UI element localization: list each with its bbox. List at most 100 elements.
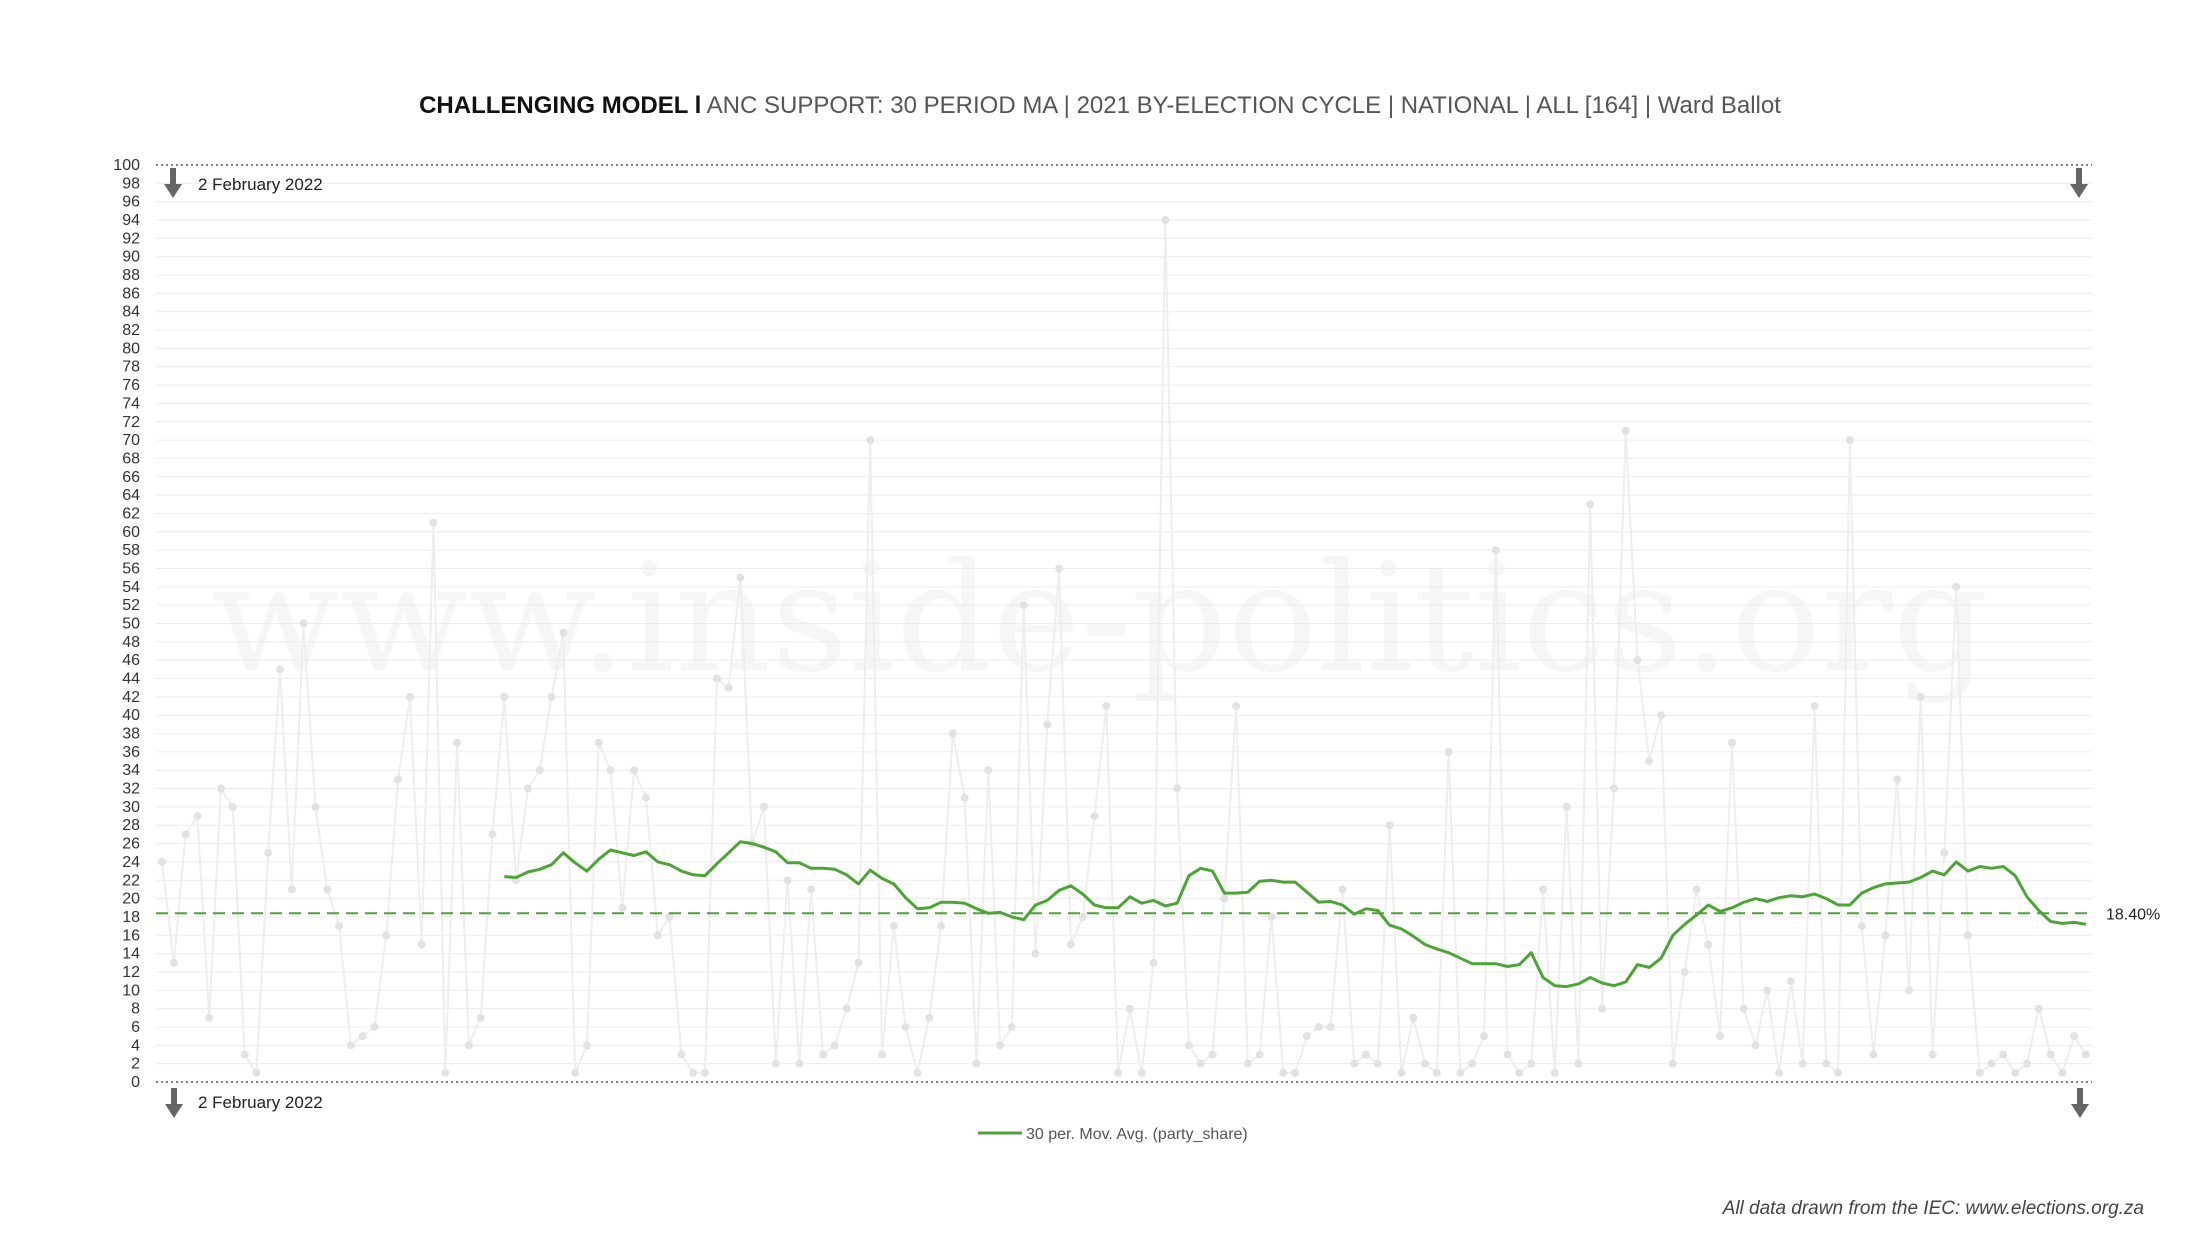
raw-data-point [1444,747,1453,756]
raw-data-point [1727,738,1736,747]
y-tick-label: 72 [122,414,140,431]
raw-data-point [1692,885,1701,894]
raw-data-point [217,784,226,793]
raw-data-point [535,766,544,775]
date-marker-label-bottom: 2 February 2022 [198,1093,323,1112]
y-tick-label: 58 [122,542,140,559]
raw-data-point [370,1022,379,1031]
raw-data-point [1834,1068,1843,1077]
raw-data-point [653,931,662,940]
raw-data-point [1149,958,1158,967]
raw-data-point [1668,1059,1677,1068]
raw-data-point [1999,1050,2008,1059]
raw-data-point [1232,702,1241,711]
date-marker-label-top: 2 February 2022 [198,175,323,194]
down-arrow-icon [2071,1088,2089,1118]
raw-data-point [169,958,178,967]
raw-data-point [1680,967,1689,976]
y-tick-label: 14 [122,946,140,963]
y-tick-label: 18 [122,909,140,926]
raw-data-point [972,1059,981,1068]
raw-data-point [299,619,308,628]
raw-data-point [807,885,816,894]
raw-data-point [500,692,509,701]
reference-line-label: 18.40% [2106,906,2160,923]
raw-data-point [2058,1068,2067,1077]
raw-data-point [1562,802,1571,811]
raw-data-point [1881,931,1890,940]
raw-data-point [1539,885,1548,894]
raw-data-point [2082,1050,2090,1059]
raw-data-point [1220,894,1229,903]
raw-data-point [2034,1004,2043,1013]
raw-data-point [630,766,639,775]
raw-series [158,216,2090,1077]
raw-data-point [1645,757,1654,766]
raw-data-point [948,729,957,738]
raw-data-point [700,1068,709,1077]
raw-data-point [405,692,414,701]
raw-data-point [795,1059,804,1068]
raw-data-point [488,830,497,839]
y-tick-label: 52 [122,597,140,614]
raw-data-point [1798,1059,1807,1068]
raw-data-point [1574,1059,1583,1068]
raw-data-point [1491,546,1500,555]
raw-data-point [1208,1050,1217,1059]
raw-data-point [1279,1068,1288,1077]
raw-data-point [1621,426,1630,435]
y-tick-label: 36 [122,744,140,761]
raw-data-point [1550,1068,1559,1077]
raw-data-point [854,958,863,967]
raw-data-point [1196,1059,1205,1068]
y-tick-label: 24 [122,854,140,871]
raw-data-point [582,1041,591,1050]
raw-data-point [677,1050,686,1059]
raw-data-point [193,812,202,821]
raw-data-point [323,885,332,894]
raw-data-point [1763,986,1772,995]
raw-data-point [2046,1050,2055,1059]
raw-data-point [1739,1004,1748,1013]
raw-data-point [1916,692,1925,701]
raw-data-point [1609,784,1618,793]
y-tick-label: 54 [122,579,140,596]
y-tick-label: 32 [122,781,140,798]
raw-data-point [1893,775,1902,784]
y-tick-label: 10 [122,982,140,999]
raw-data-point [1904,986,1913,995]
raw-data-point [1173,784,1182,793]
y-tick-label: 98 [122,175,140,192]
raw-data-point [1716,1032,1725,1041]
raw-data-point [1031,949,1040,958]
raw-data-point [1326,1022,1335,1031]
raw-data-point [1184,1041,1193,1050]
moving-average-line [504,840,2087,989]
y-tick-label: 6 [131,1019,140,1036]
raw-data-point [1125,1004,1134,1013]
raw-data-point [287,885,296,894]
raw-data-point [736,573,745,582]
y-tick-label: 64 [122,487,140,504]
raw-data-point [429,518,438,527]
raw-data-point [1007,1022,1016,1031]
chart-title-bold: CHALLENGING MODEL l [419,92,702,119]
raw-data-point [1291,1068,1300,1077]
raw-data-point [996,1041,1005,1050]
y-axis-ticks: 0246810121416182022242628303234363840424… [113,157,140,1091]
raw-data-point [1480,1032,1489,1041]
raw-data-point [984,766,993,775]
raw-data-point [1869,1050,1878,1059]
raw-data-point [665,912,674,921]
raw-data-point [1397,1068,1406,1077]
y-tick-label: 42 [122,689,140,706]
chart-title: CHALLENGING MODEL l ANC SUPPORT: 30 PERI… [0,92,2200,120]
raw-data-point [358,1032,367,1041]
raw-data-point [913,1068,922,1077]
raw-data-point [453,738,462,747]
y-tick-label: 28 [122,817,140,834]
raw-data-point [1786,977,1795,986]
y-tick-label: 38 [122,726,140,743]
raw-data-point [2070,1032,2079,1041]
